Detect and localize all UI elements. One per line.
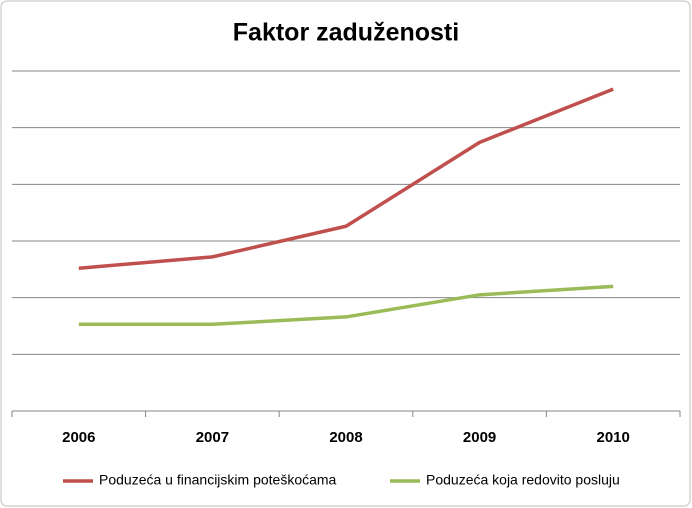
legend-label: Poduzeća koja redovito posluju xyxy=(426,472,620,488)
x-tick-label: 2010 xyxy=(597,429,630,446)
legend-label: Poduzeća u financijskim poteškoćama xyxy=(99,472,337,488)
x-tick-label: 2006 xyxy=(62,429,95,446)
x-tick-label: 2008 xyxy=(329,429,362,446)
chart-title: Faktor zaduženosti xyxy=(233,19,459,47)
series-line xyxy=(78,87,614,270)
x-tick-label: 2007 xyxy=(196,429,229,446)
series-line xyxy=(78,284,614,327)
x-tick-label: 2009 xyxy=(463,429,496,446)
